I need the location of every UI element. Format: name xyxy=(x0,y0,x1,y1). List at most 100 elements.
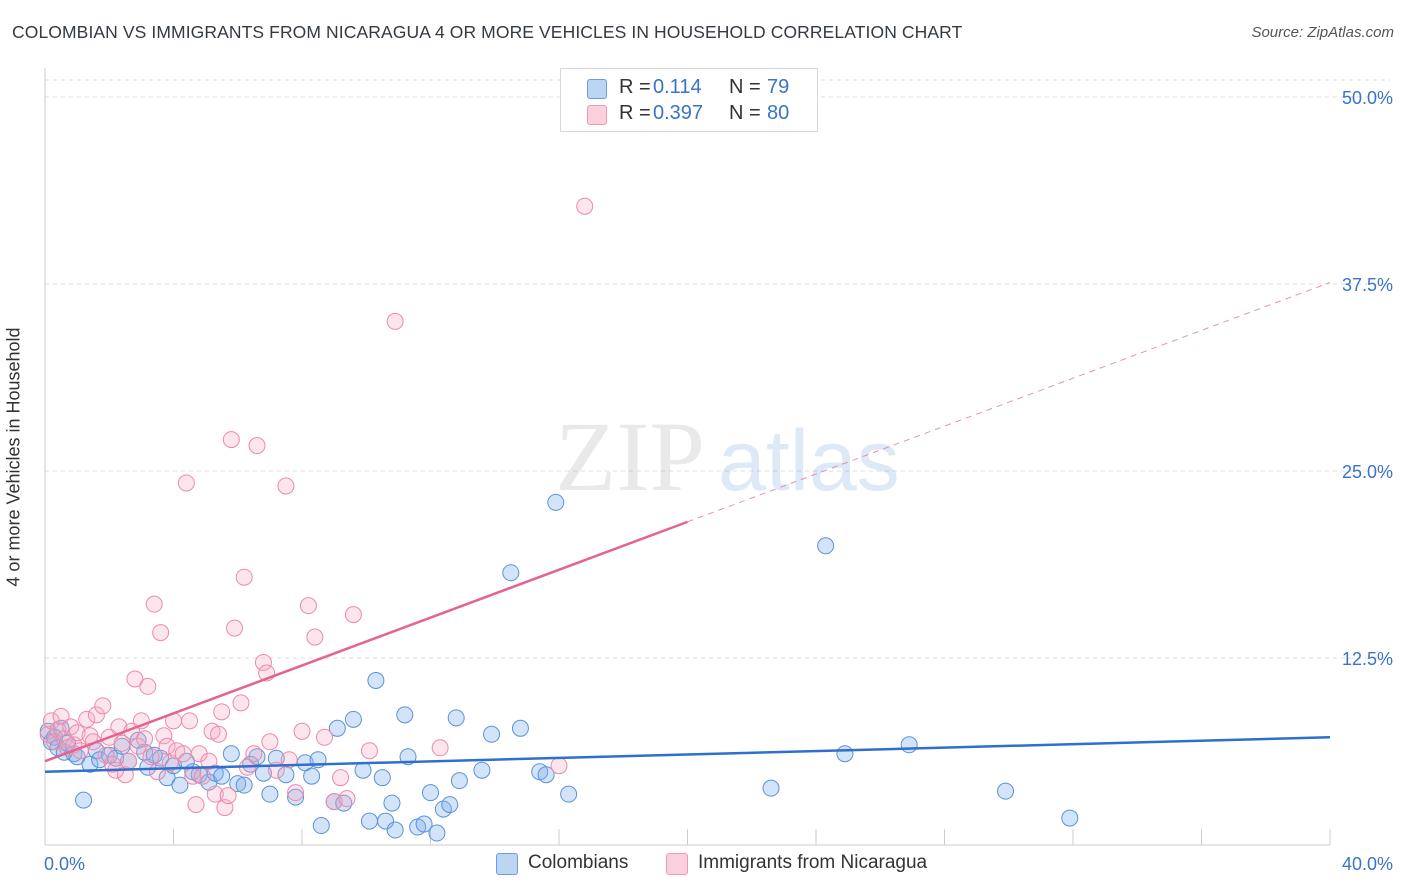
data-point-nicaragua xyxy=(42,712,60,730)
data-point-nicaragua xyxy=(142,748,160,766)
data-point-nicaragua xyxy=(174,745,192,763)
data-point-nicaragua xyxy=(360,742,378,760)
legend: R = 0.114 N = 79 R = 0.397 N = 80 xyxy=(560,68,818,132)
bottom-legend-label: Colombians xyxy=(528,852,629,873)
data-point-colombians xyxy=(762,779,780,797)
watermark: ZIP atlas xyxy=(555,401,900,512)
data-point-colombians xyxy=(213,767,231,785)
data-point-nicaragua xyxy=(209,725,227,743)
tick-labels: 12.5% 25.0% 37.5% 50.0% 0.0% 40.0% xyxy=(44,88,1393,874)
data-point-nicaragua xyxy=(78,710,96,728)
data-point-nicaragua xyxy=(299,597,317,615)
data-point-nicaragua xyxy=(97,746,115,764)
data-point-nicaragua xyxy=(386,312,404,330)
bottom-legend-swatch-blue xyxy=(496,853,518,875)
data-point-colombians xyxy=(547,493,565,511)
data-point-nicaragua xyxy=(158,737,176,755)
data-point-colombians xyxy=(248,748,266,766)
y-tick-label: 50.0% xyxy=(1342,88,1393,108)
trend-line-nicaragua xyxy=(44,520,688,763)
data-point-colombians xyxy=(560,785,578,803)
data-point-colombians xyxy=(58,734,76,752)
data-point-colombians xyxy=(261,785,279,803)
data-point-nicaragua xyxy=(126,670,144,688)
data-point-nicaragua xyxy=(325,793,343,811)
data-point-colombians xyxy=(328,719,346,737)
data-point-colombians xyxy=(344,710,362,728)
chart-title: COLOMBIAN VS IMMIGRANTS FROM NICARAGUA 4… xyxy=(12,22,963,42)
data-point-nicaragua xyxy=(155,727,173,745)
data-point-nicaragua xyxy=(332,769,350,787)
data-point-colombians xyxy=(222,745,240,763)
data-point-nicaragua xyxy=(62,718,80,736)
series-nicaragua xyxy=(39,197,594,817)
legend-n-label: N = xyxy=(729,76,761,98)
data-point-nicaragua xyxy=(200,752,218,770)
y-tick-label: 37.5% xyxy=(1342,275,1393,295)
data-point-nicaragua xyxy=(315,728,333,746)
data-point-colombians xyxy=(836,745,854,763)
data-point-nicaragua xyxy=(145,595,163,613)
watermark-zip: ZIP xyxy=(555,401,705,512)
data-point-nicaragua xyxy=(181,712,199,730)
legend-r-label: R = xyxy=(619,102,651,124)
data-point-nicaragua xyxy=(576,197,594,215)
data-point-colombians xyxy=(75,791,93,809)
data-point-nicaragua xyxy=(219,787,237,805)
x-tick-label: 40.0% xyxy=(1342,854,1393,874)
data-point-colombians xyxy=(354,761,372,779)
data-point-colombians xyxy=(447,709,465,727)
legend-n-value: 79 xyxy=(767,76,790,98)
data-point-nicaragua xyxy=(431,739,449,757)
legend-r-label: R = xyxy=(619,76,651,98)
data-point-colombians xyxy=(817,537,835,555)
legend-swatch-pink xyxy=(587,105,607,125)
data-point-colombians xyxy=(415,815,433,833)
bottom-legend-swatch-pink xyxy=(666,853,688,875)
data-point-colombians xyxy=(900,736,918,754)
data-point-colombians xyxy=(422,784,439,802)
data-point-colombians xyxy=(473,761,491,779)
data-point-nicaragua xyxy=(139,677,157,695)
data-point-colombians xyxy=(428,824,446,842)
data-point-nicaragua xyxy=(344,606,362,624)
data-point-colombians xyxy=(367,671,385,689)
y-tick-label: 12.5% xyxy=(1342,649,1393,669)
data-point-colombians xyxy=(235,776,253,794)
legend-n-label: N = xyxy=(729,102,761,124)
trend-lines xyxy=(44,282,1331,773)
data-point-colombians xyxy=(396,706,414,724)
data-point-nicaragua xyxy=(206,785,224,803)
legend-r-value: 0.114 xyxy=(653,76,702,98)
data-point-nicaragua xyxy=(120,752,138,770)
data-point-nicaragua xyxy=(293,722,311,740)
data-point-nicaragua xyxy=(113,734,131,752)
data-point-nicaragua xyxy=(177,474,195,492)
data-point-nicaragua xyxy=(287,784,305,802)
data-point-colombians xyxy=(360,812,378,830)
data-point-nicaragua xyxy=(338,790,356,808)
data-point-nicaragua xyxy=(235,568,253,586)
data-point-colombians xyxy=(483,725,501,743)
data-point-nicaragua xyxy=(280,751,298,769)
data-point-nicaragua xyxy=(152,624,170,642)
legend-swatch-blue xyxy=(587,79,607,99)
data-point-nicaragua xyxy=(213,703,231,721)
data-point-nicaragua xyxy=(52,707,70,725)
trend-line-nicaragua-extension xyxy=(687,282,1331,523)
data-point-nicaragua xyxy=(232,694,250,712)
data-point-nicaragua xyxy=(187,796,205,814)
data-point-nicaragua xyxy=(277,477,295,495)
data-point-colombians xyxy=(441,796,459,814)
data-point-nicaragua xyxy=(193,767,211,785)
data-point-nicaragua xyxy=(245,745,263,763)
legend-r-value: 0.397 xyxy=(653,102,704,124)
data-point-nicaragua xyxy=(68,724,86,742)
data-point-nicaragua xyxy=(226,619,244,637)
data-point-nicaragua xyxy=(136,730,154,748)
data-point-nicaragua xyxy=(87,706,105,724)
data-point-colombians xyxy=(383,794,401,812)
data-point-nicaragua xyxy=(49,721,67,739)
source-label: Source: ZipAtlas.com xyxy=(1251,24,1394,41)
